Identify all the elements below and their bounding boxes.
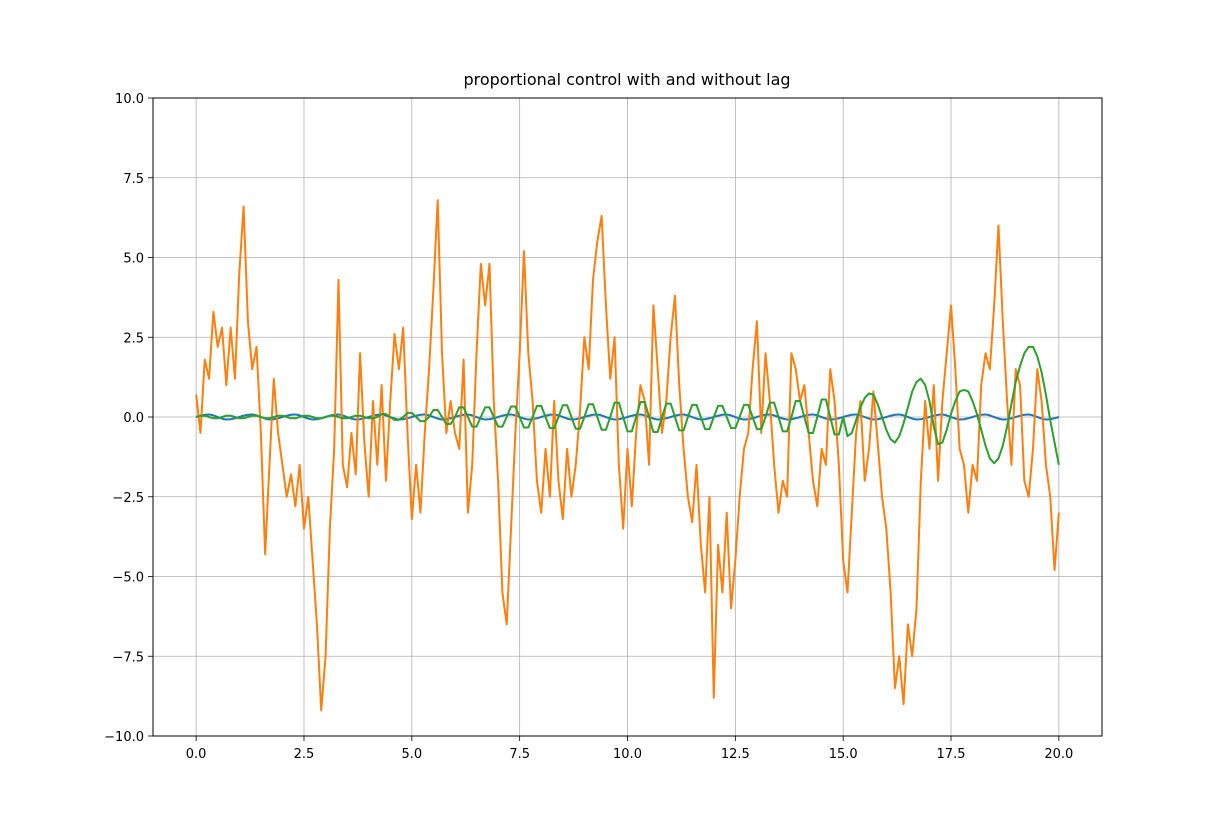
x-tick-label: 7.5 [509,747,530,762]
y-tick-label: 2.5 [123,331,144,346]
y-tick-label: −5.0 [112,571,144,586]
x-tick-label: 12.5 [721,747,750,762]
line-series [195,345,1060,466]
x-tick-label: 17.5 [937,747,966,762]
x-tick-label: 5.0 [401,747,422,762]
plot-frame [152,97,1103,737]
y-tick-label: −7.5 [112,650,144,665]
x-tick-label: 0.0 [186,747,207,762]
y-tick-label: 7.5 [123,172,144,187]
x-tick-label: 15.0 [829,747,858,762]
y-tick-label: 10.0 [115,92,144,107]
y-tick-label: 0.0 [123,411,144,426]
x-tick-label: 20.0 [1044,747,1073,762]
y-tick-label: −10.0 [104,730,144,745]
line-series [195,199,1060,712]
y-tick-label: −2.5 [112,491,144,506]
y-tick-label: 5.0 [123,252,144,267]
line-series [195,413,1060,421]
chart-title: proportional control with and without la… [463,70,790,89]
x-tick-label: 10.0 [613,747,642,762]
x-tick-label: 2.5 [294,747,315,762]
